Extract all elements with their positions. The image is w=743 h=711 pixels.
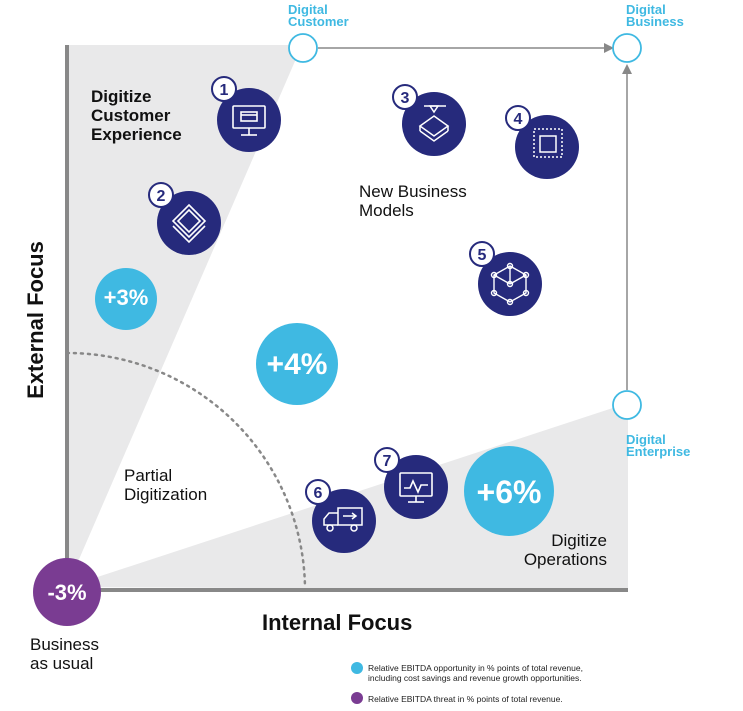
item-4: 4 — [505, 105, 579, 179]
item-3-circle — [402, 92, 466, 156]
nbm-line-1: New Business — [359, 182, 467, 201]
digital-business-node — [612, 33, 642, 63]
plus4-bubble — [256, 323, 338, 405]
digital-business-line-2: Business — [626, 14, 684, 29]
item-6: 6 — [305, 479, 376, 553]
item-1-circle — [217, 88, 281, 152]
y-axis-label: External Focus — [23, 241, 48, 399]
minus3-value: -3% — [47, 580, 87, 605]
monitor-chart-icon — [399, 472, 433, 503]
digital-customer-line-2: Customer — [288, 14, 349, 29]
do-line-2: Operations — [523, 550, 607, 569]
item-6-badge — [305, 479, 331, 505]
item-5-number: 5 — [478, 247, 487, 264]
item-2-badge — [148, 182, 174, 208]
item-7-badge — [374, 447, 400, 473]
arrow-up-head — [622, 64, 632, 74]
item-7-number: 7 — [383, 453, 392, 470]
new-business-models-label: New Business Models — [359, 182, 467, 220]
opportunity-legend-text: Relative EBITDA opportunity in % points … — [368, 663, 583, 683]
item-5: 5 — [469, 241, 542, 316]
digital-enterprise-node — [612, 390, 642, 420]
digital-customer-node — [288, 33, 318, 63]
3d-printer-icon — [418, 105, 450, 142]
business-as-usual-label: Business as usual — [30, 635, 99, 673]
item-5-badge — [469, 241, 495, 267]
item-1-number: 1 — [220, 82, 229, 99]
digital-customer-line-1: Digital — [288, 2, 328, 17]
item-7: 7 — [374, 447, 448, 519]
arrow-right-head — [604, 43, 614, 53]
item-1-badge — [211, 76, 237, 102]
pd-line-1: Partial — [124, 466, 173, 485]
plus3-value: +3% — [103, 285, 149, 310]
digital-customer-label: Digital Customer — [288, 2, 349, 29]
item-2-number: 2 — [157, 188, 166, 205]
monitor-card-icon — [232, 105, 266, 136]
dce-line-1: Digitize — [91, 87, 152, 106]
item-3-number: 3 — [401, 90, 410, 107]
item-1: 1 — [211, 76, 281, 152]
squares-icon — [533, 128, 563, 158]
minus3-bubble — [33, 558, 101, 626]
digital-enterprise-label: Digital Enterprise — [626, 432, 691, 459]
item-2: 2 — [148, 182, 221, 255]
do-line-1: Digitize — [551, 531, 607, 550]
digital-business-line-1: Digital — [626, 2, 666, 17]
plus4-value: +4% — [266, 348, 328, 381]
threat-legend-dot — [351, 692, 363, 704]
plus6-value: +6% — [476, 474, 542, 510]
item-4-number: 4 — [514, 111, 523, 128]
dce-line-2: Customer — [91, 106, 171, 125]
digitize-operations-label: Digitize Operations — [506, 531, 607, 569]
item-4-badge — [505, 105, 531, 131]
item-4-circle — [515, 115, 579, 179]
partial-digitization-label: Partial Digitization — [124, 466, 207, 504]
threat-legend-text: Relative EBITDA threat in % points of to… — [368, 694, 563, 704]
pd-line-2: Digitization — [124, 485, 208, 504]
item-6-circle — [312, 489, 376, 553]
digitize-customer-experience-label: Digitize Customer Experience — [91, 87, 182, 144]
item-3: 3 — [392, 84, 466, 156]
network-cube-icon — [490, 262, 530, 306]
x-axis-label: Internal Focus — [262, 610, 413, 635]
digital-enterprise-line-1: Digital — [626, 432, 666, 447]
bau-line-2: as usual — [30, 654, 94, 673]
item-3-badge — [392, 84, 418, 110]
customer-region-shade — [67, 45, 302, 587]
truck-icon — [323, 507, 363, 532]
item-2-circle — [157, 191, 221, 255]
layers-icon — [171, 203, 207, 244]
item-6-number: 6 — [314, 485, 323, 502]
plus3-bubble — [95, 268, 157, 330]
digital-business-label: Digital Business — [626, 2, 684, 29]
opportunity-line-2: including cost savings and revenue growt… — [368, 673, 582, 683]
dce-line-3: Experience — [91, 125, 182, 144]
opportunity-line-1: Relative EBITDA opportunity in % points … — [368, 663, 583, 673]
digital-enterprise-line-2: Enterprise — [626, 444, 691, 459]
bau-line-1: Business — [30, 635, 99, 654]
plus6-bubble — [464, 446, 554, 536]
partial-digitization-boundary — [65, 351, 307, 590]
nbm-line-2: Models — [359, 201, 414, 220]
opportunity-legend-dot — [351, 662, 363, 674]
